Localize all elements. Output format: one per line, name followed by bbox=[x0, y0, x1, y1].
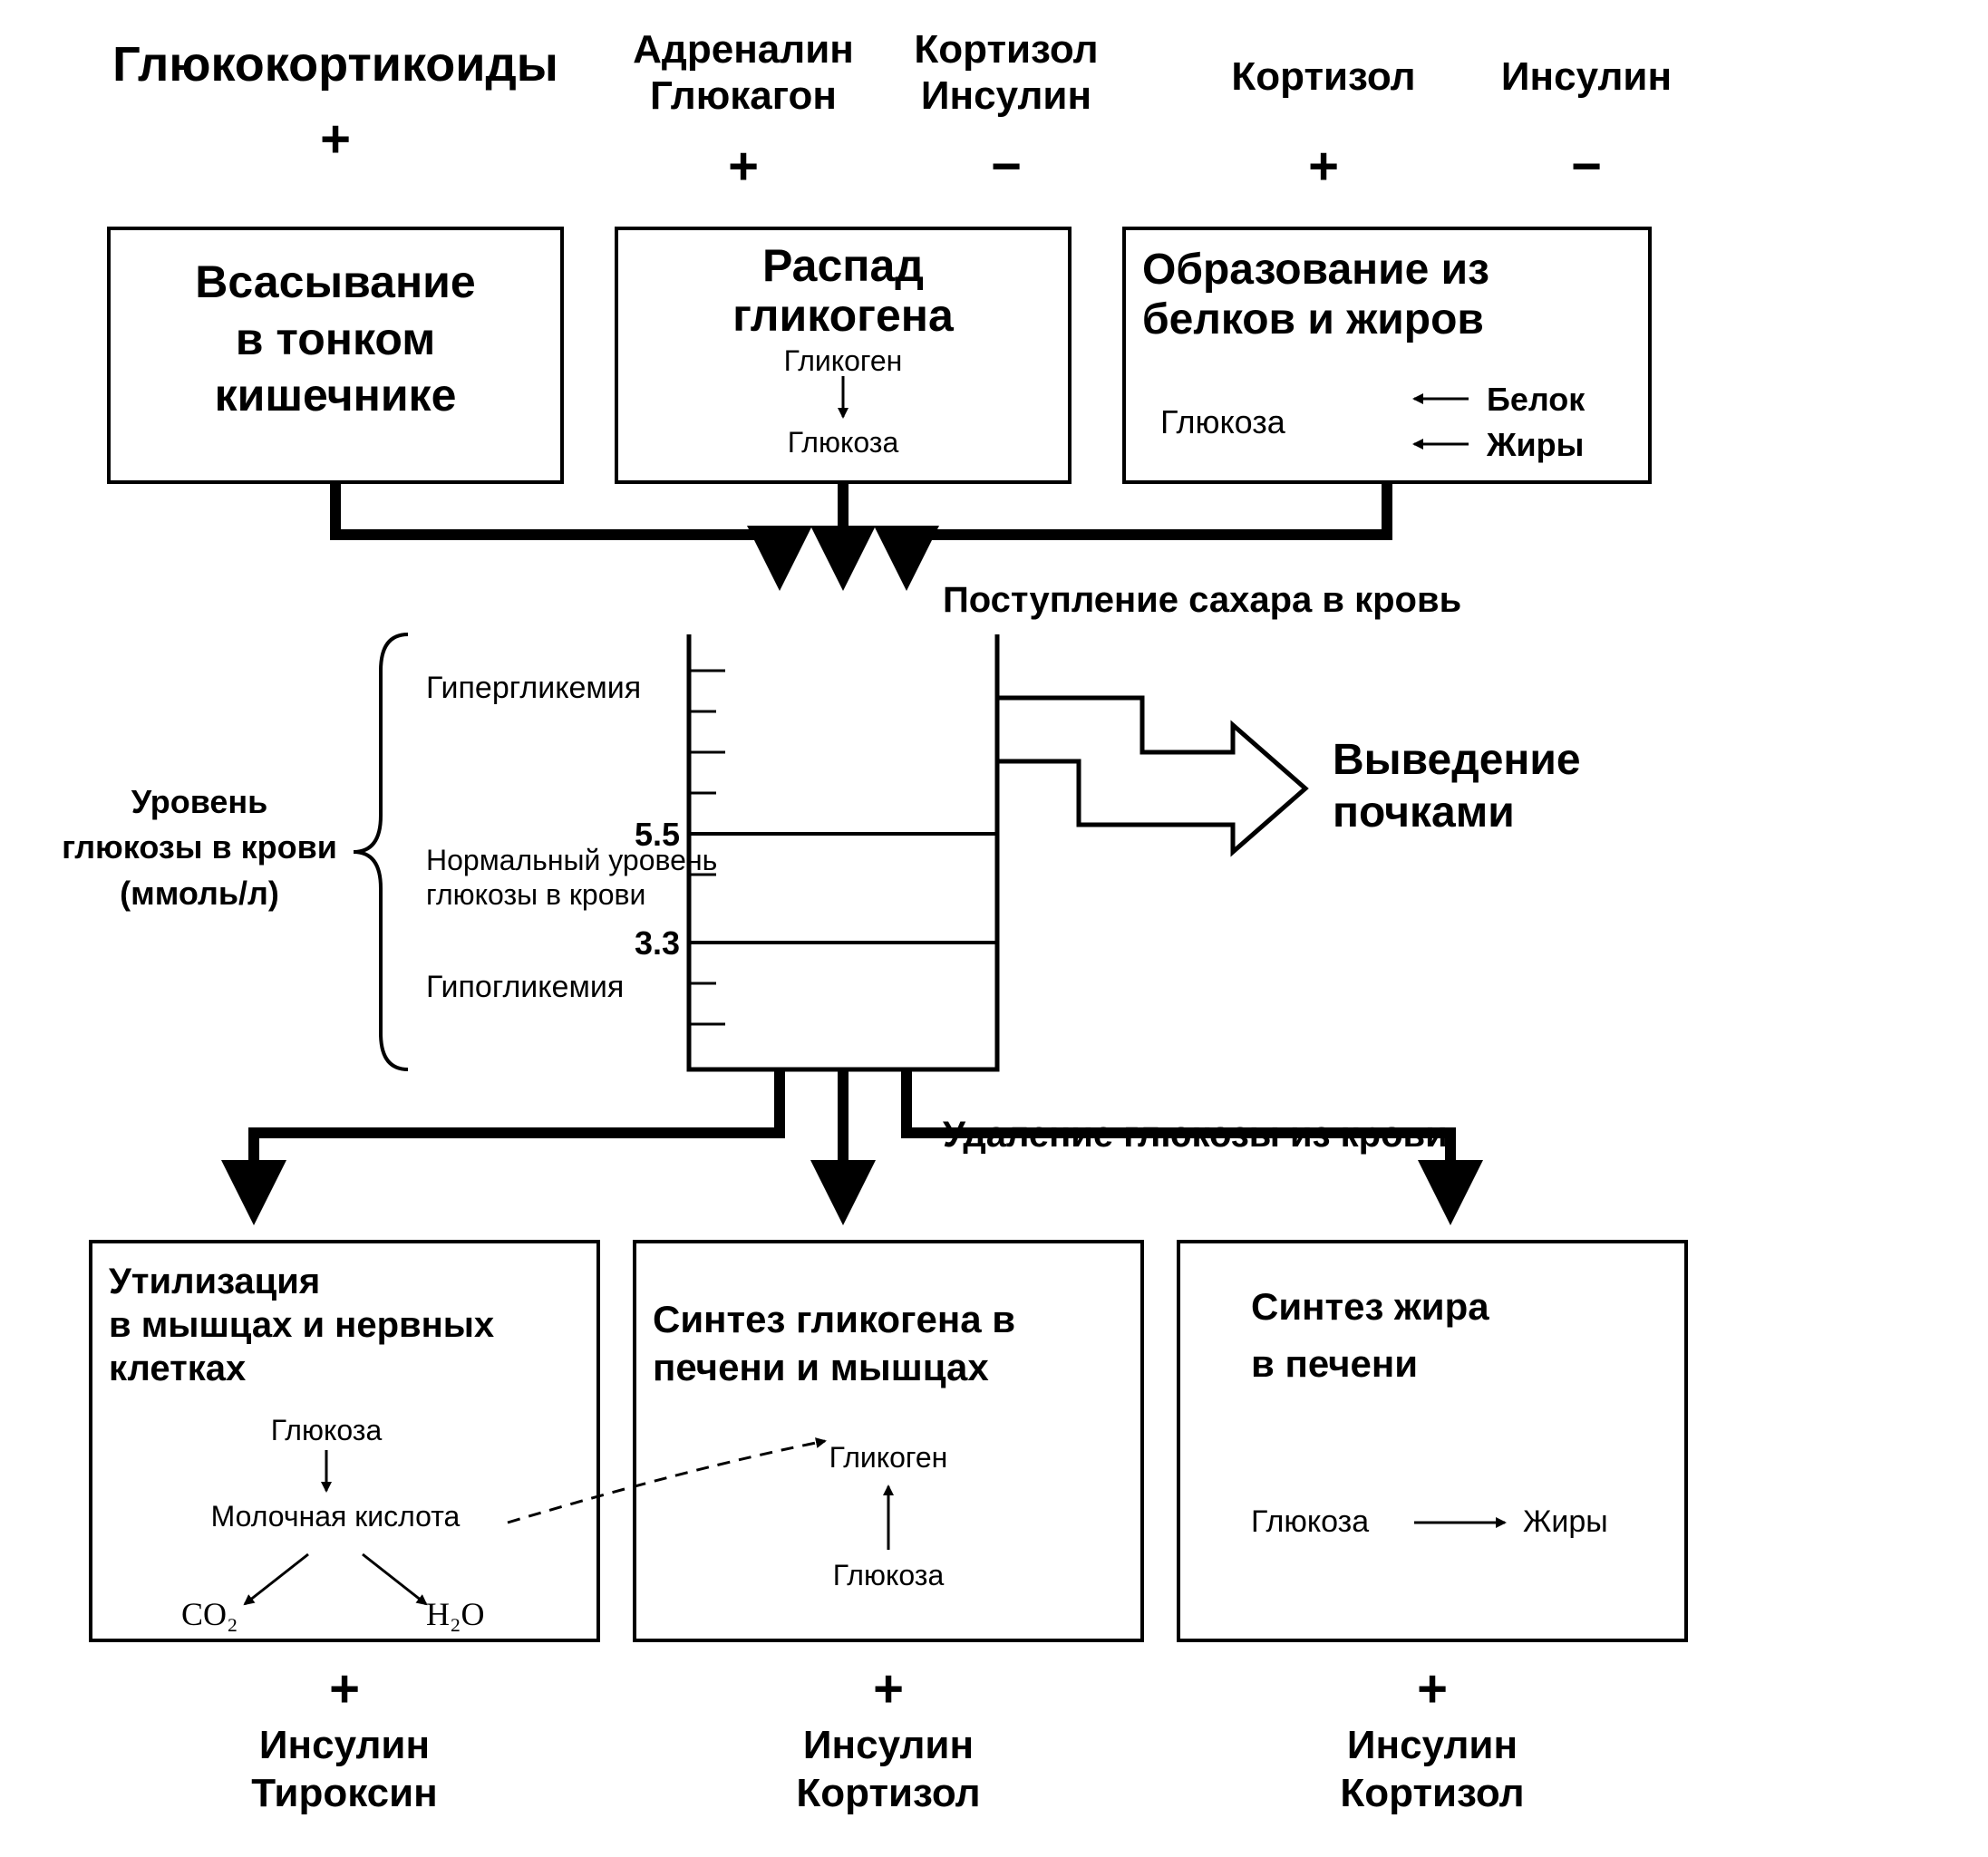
regulator-bottom-1-sign: + bbox=[91, 1659, 598, 1719]
tick-lower: 3.3 bbox=[635, 924, 680, 962]
box-util-step1: Глюкоза bbox=[236, 1414, 417, 1447]
box-gng-left: Глюкоза bbox=[1160, 403, 1285, 441]
regulator-top-3b: Инсулин bbox=[1469, 54, 1704, 100]
zone-hyper: Гипергликемия bbox=[426, 671, 641, 706]
regulator-top-2b-sign: − bbox=[888, 136, 1124, 197]
regulator-bottom-2: Инсулин Кортизол bbox=[635, 1722, 1142, 1818]
box-glycogen-title: Распад гликогена bbox=[616, 241, 1070, 341]
regulator-top-1: Глюкокортикоиды bbox=[54, 36, 616, 92]
tick-upper: 5.5 bbox=[635, 816, 680, 854]
regulator-bottom-2-sign: + bbox=[635, 1659, 1142, 1719]
box-util-step2: Молочная кислота bbox=[163, 1500, 508, 1533]
box-glycogen-sub-top: Гликоген bbox=[616, 344, 1070, 378]
box-util-h2o: H₂O bbox=[426, 1595, 485, 1633]
regulator-top-2b: Кортизол Инсулин bbox=[888, 27, 1124, 119]
axis-title: Уровень глюкозы в крови (ммоль/л) bbox=[54, 779, 344, 916]
label-renal: Выведение почками bbox=[1333, 734, 1581, 838]
box-gng-right-bottom: Жиры bbox=[1487, 426, 1584, 464]
box-gng-right-top: Белок bbox=[1487, 381, 1585, 419]
zone-hypo: Гипогликемия bbox=[426, 970, 624, 1005]
regulator-bottom-3: Инсулин Кортизол bbox=[1178, 1722, 1686, 1818]
label-inflow: Поступление сахара в кровь bbox=[943, 580, 1461, 621]
box-util-co2: CO₂ bbox=[181, 1595, 238, 1633]
box-glysyn-top: Гликоген bbox=[798, 1441, 979, 1475]
box-fat-title: Синтез жира в печени bbox=[1251, 1278, 1668, 1392]
regulator-top-3b-sign: − bbox=[1469, 136, 1704, 197]
regulator-bottom-3-sign: + bbox=[1178, 1659, 1686, 1719]
regulator-top-2a: Адреналин Глюкагон bbox=[616, 27, 870, 119]
regulator-top-3a: Кортизол bbox=[1206, 54, 1441, 100]
label-outflow: Удаление глюкозы из крови bbox=[943, 1115, 1448, 1156]
box-glycogen-sub-bottom: Глюкоза bbox=[616, 426, 1070, 459]
box-util-title: Утилизация в мышцах и нервных клетках bbox=[109, 1260, 580, 1390]
box-gng-title: Образование из белков и жиров bbox=[1142, 245, 1650, 344]
box-absorption-title: Всасывание в тонком кишечнике bbox=[109, 254, 562, 424]
box-glysyn-bottom: Глюкоза bbox=[798, 1559, 979, 1592]
box-glysyn-title: Синтез гликогена в печени и мышцах bbox=[653, 1296, 1124, 1391]
regulator-top-2a-sign: + bbox=[616, 136, 870, 197]
box-fat-right: Жиры bbox=[1523, 1504, 1608, 1540]
regulator-bottom-1: Инсулин Тироксин bbox=[91, 1722, 598, 1818]
regulator-top-3a-sign: + bbox=[1206, 136, 1441, 197]
regulator-top-1-sign: + bbox=[54, 109, 616, 169]
box-fat-left: Глюкоза bbox=[1251, 1504, 1369, 1540]
